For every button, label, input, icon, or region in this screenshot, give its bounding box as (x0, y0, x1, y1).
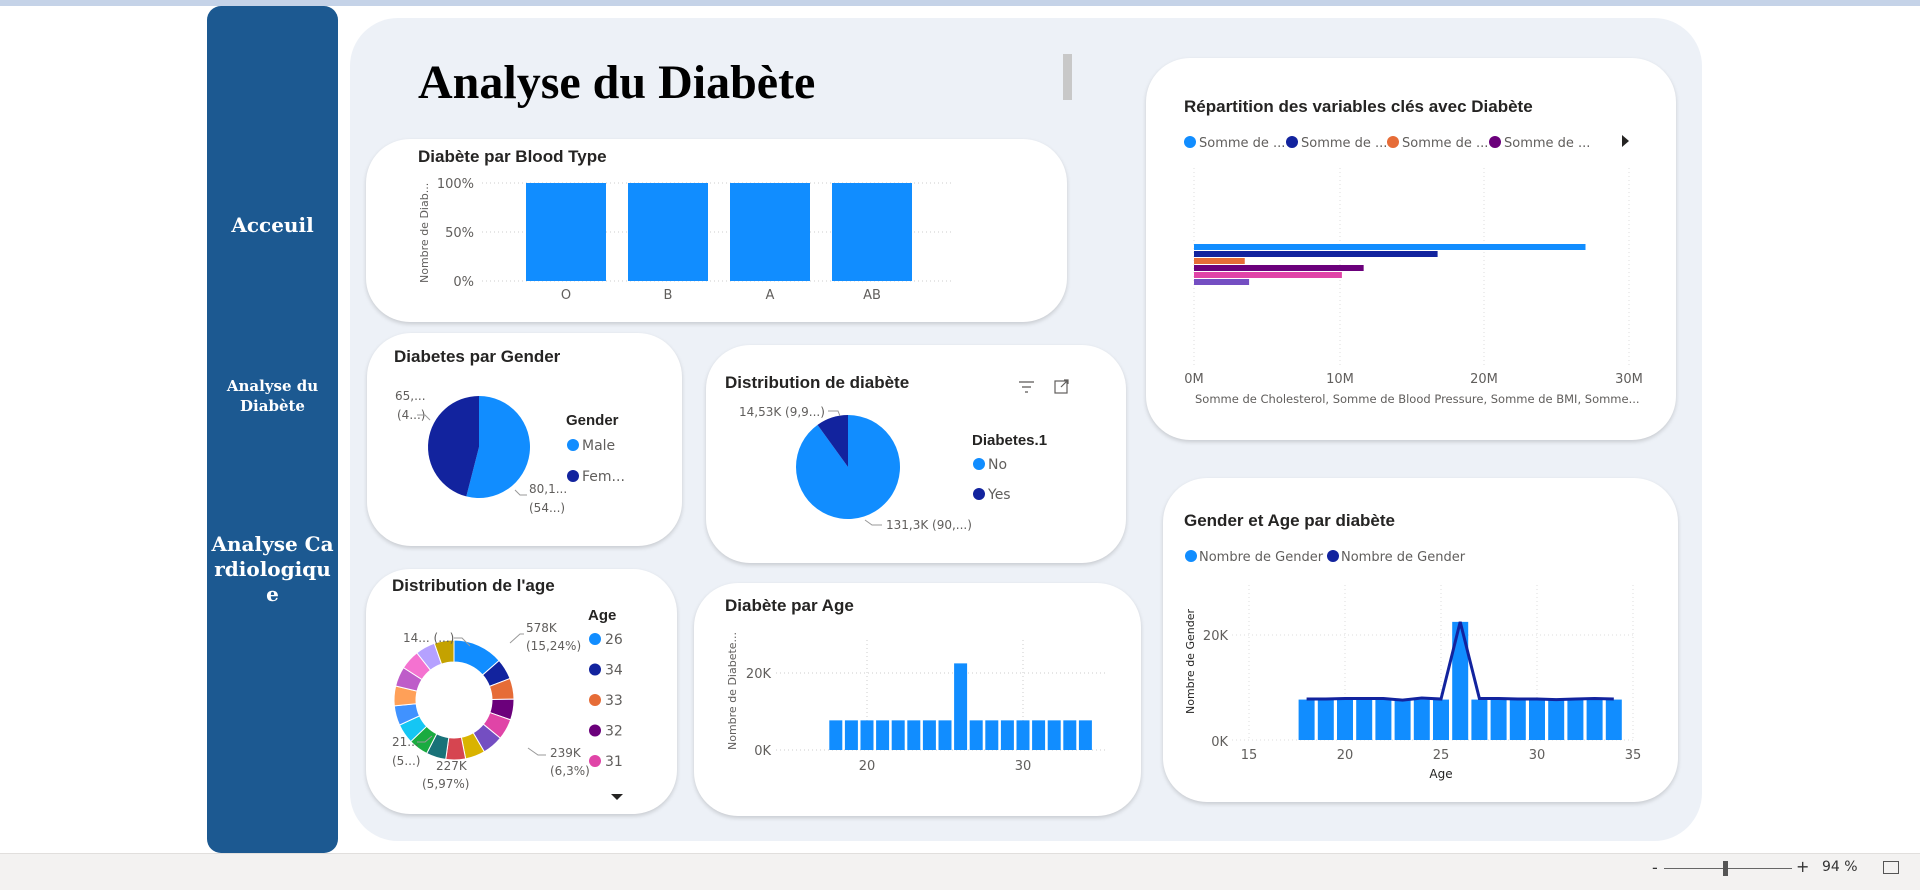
key-vars-title: Répartition des variables clés avec Diab… (1184, 97, 1533, 116)
card-age-donut (366, 569, 677, 814)
zoom-in-button[interactable]: + (1796, 857, 1810, 876)
distribution-title: Distribution de diabète (725, 373, 910, 392)
card-age-bar (694, 583, 1141, 816)
zoom-level: 94 % (1822, 859, 1858, 875)
zoom-slider-track[interactable] (1664, 868, 1792, 869)
window-top-strip (0, 0, 1920, 6)
focus-mode-icon (1054, 379, 1069, 394)
age-donut-title: Distribution de l'age (392, 576, 555, 595)
nav-analyse-diabete-button[interactable]: Analyse du Diabète (226, 377, 319, 415)
zoom-out-button[interactable]: - (1652, 858, 1658, 877)
fit-to-page-icon[interactable] (1883, 861, 1899, 874)
age-bar-title: Diabète par Age (725, 596, 854, 615)
sidebar-nav: Acceuil Analyse du Diabète Analyse Cardi… (207, 6, 338, 853)
legend-next-icon (1622, 135, 1629, 147)
blood-type-title: Diabète par Blood Type (418, 147, 607, 166)
gender-title: Diabetes par Gender (394, 347, 561, 366)
nav-analyse-cardiologique-button[interactable]: Analyse Cardiologique (211, 532, 334, 606)
canvas-scroll-thumb[interactable] (1063, 54, 1072, 100)
filter-icon (1019, 381, 1034, 393)
page-title: Analyse du Diabète (418, 56, 816, 109)
card-blood-type (366, 139, 1067, 322)
status-bar (0, 853, 1920, 890)
gender-age-title: Gender et Age par diabète (1184, 511, 1395, 530)
legend-scroll-down-icon (611, 794, 623, 800)
zoom-slider-thumb[interactable] (1723, 861, 1728, 876)
nav-acceuil-button[interactable]: Acceuil (231, 213, 314, 237)
